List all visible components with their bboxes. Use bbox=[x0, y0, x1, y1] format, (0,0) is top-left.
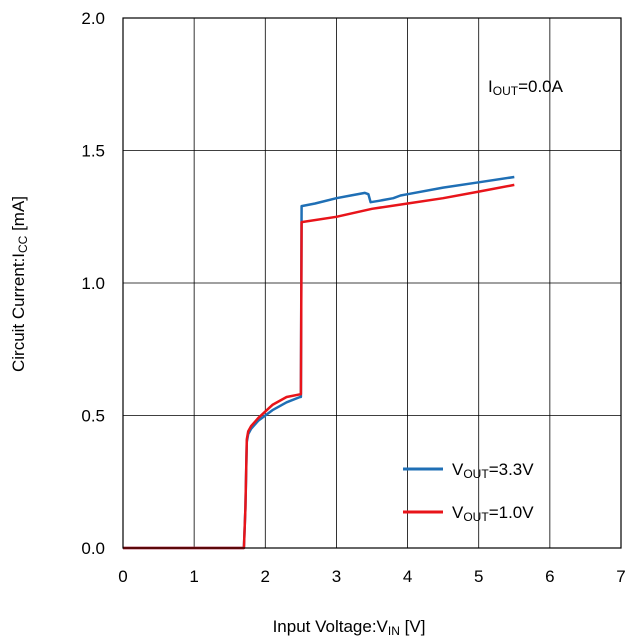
x-tick-label: 4 bbox=[403, 567, 412, 586]
x-axis-label: Input Voltage:VIN [V] bbox=[273, 617, 426, 638]
x-tick-label: 0 bbox=[118, 567, 127, 586]
y-tick-labels: 0.0 0.5 1.0 1.5 2.0 bbox=[81, 9, 105, 558]
y-tick-label: 2.0 bbox=[81, 9, 105, 28]
grid bbox=[123, 18, 621, 548]
y-tick-label: 0.5 bbox=[81, 407, 105, 426]
y-tick-label: 1.5 bbox=[81, 142, 105, 161]
series-line-0 bbox=[123, 175, 515, 550]
x-tick-label: 7 bbox=[616, 567, 625, 586]
legend: VOUT=3.3V VOUT=1.0V bbox=[403, 460, 534, 524]
x-tick-label: 1 bbox=[189, 567, 198, 586]
y-tick-label: 0.0 bbox=[81, 539, 105, 558]
legend-label-vout-1-0v: VOUT=1.0V bbox=[452, 503, 534, 524]
x-tick-label: 5 bbox=[474, 567, 483, 586]
legend-label-vout-3-3v: VOUT=3.3V bbox=[452, 460, 534, 481]
x-tick-label: 6 bbox=[545, 567, 554, 586]
series-lines bbox=[123, 175, 515, 550]
x-tick-label: 2 bbox=[261, 567, 270, 586]
y-axis-label: Circuit Current:ICC [mA] bbox=[9, 196, 30, 372]
plot-frame bbox=[122, 17, 622, 549]
series-line-1 bbox=[123, 183, 515, 550]
x-tick-labels: 0 1 2 3 4 5 6 7 bbox=[118, 567, 625, 586]
iout-annotation: IOUT=0.0A bbox=[488, 77, 564, 98]
x-tick-label: 3 bbox=[332, 567, 341, 586]
y-tick-label: 1.0 bbox=[81, 274, 105, 293]
